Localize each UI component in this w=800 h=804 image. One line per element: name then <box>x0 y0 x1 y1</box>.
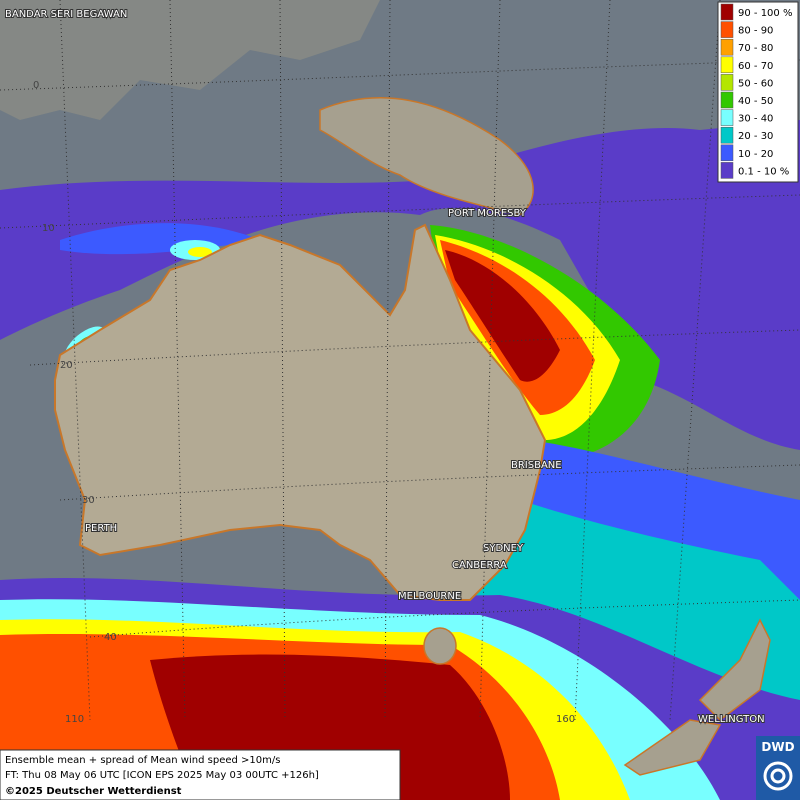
legend-swatch <box>720 91 734 109</box>
legend-swatch <box>720 109 734 126</box>
legend-label: 10 - 20 <box>738 149 773 160</box>
caption-line: Ensemble mean + spread of Mean wind spee… <box>5 755 280 766</box>
logo-icon <box>770 768 786 784</box>
land <box>0 0 380 120</box>
legend-label: 60 - 70 <box>738 61 773 72</box>
lon-label: 160 <box>556 714 575 725</box>
land <box>623 618 771 776</box>
graticule <box>0 59 800 638</box>
legend-swatch <box>720 126 734 144</box>
legend-label: 90 - 100 % <box>738 8 792 19</box>
logo-text: DWD <box>761 740 794 754</box>
legend-swatch <box>720 144 734 162</box>
legend-label: 40 - 50 <box>738 96 773 107</box>
legend-label: 50 - 60 <box>738 78 773 89</box>
legend-label: 70 - 80 <box>738 43 773 54</box>
legend-swatch <box>720 74 734 91</box>
legend-label: 0.1 - 10 % <box>738 166 789 177</box>
legend-swatch <box>720 56 734 74</box>
land <box>423 627 457 665</box>
land <box>319 97 534 216</box>
logo-icon <box>763 761 793 791</box>
place-label: WELLINGTON <box>698 714 765 725</box>
graticule <box>59 0 721 721</box>
place-label: CANBERRA <box>452 560 507 571</box>
legend-label: 30 - 40 <box>738 114 773 125</box>
caption-line: ©2025 Deutscher Wetterdienst <box>5 786 182 797</box>
lat-label: 10 <box>42 223 55 234</box>
place-label: SYDNEY <box>483 543 524 554</box>
lat-label: 0 <box>33 80 39 91</box>
wind-prob-area <box>188 247 212 257</box>
wind-prob-area <box>445 250 560 382</box>
lat-label: 40 <box>104 632 117 643</box>
legend: 90 - 100 % 80 - 90 70 - 80 60 - 70 50 - 60 40… <box>717 1 799 183</box>
land <box>54 223 547 601</box>
lat-label: 30 <box>82 495 95 506</box>
place-label: PERTH <box>85 523 117 534</box>
place-label: MELBOURNE <box>398 591 461 602</box>
legend-swatch <box>720 162 734 179</box>
caption-box <box>0 749 401 801</box>
place-label: BANDAR SERI BEGAWAN <box>5 9 127 20</box>
lon-label: 110 <box>65 714 84 725</box>
place-label: PORT MORESBY <box>448 208 527 219</box>
legend-swatch <box>720 38 734 56</box>
caption-line: FT: Thu 08 May 06 UTC [ICON EPS 2025 May… <box>5 770 319 781</box>
legend-label: 20 - 30 <box>738 131 773 142</box>
legend-swatch <box>720 21 734 38</box>
legend-label: 80 - 90 <box>738 26 773 37</box>
lat-label: 20 <box>60 360 73 371</box>
place-label: BRISBANE <box>511 460 562 471</box>
legend-swatch <box>720 3 734 21</box>
